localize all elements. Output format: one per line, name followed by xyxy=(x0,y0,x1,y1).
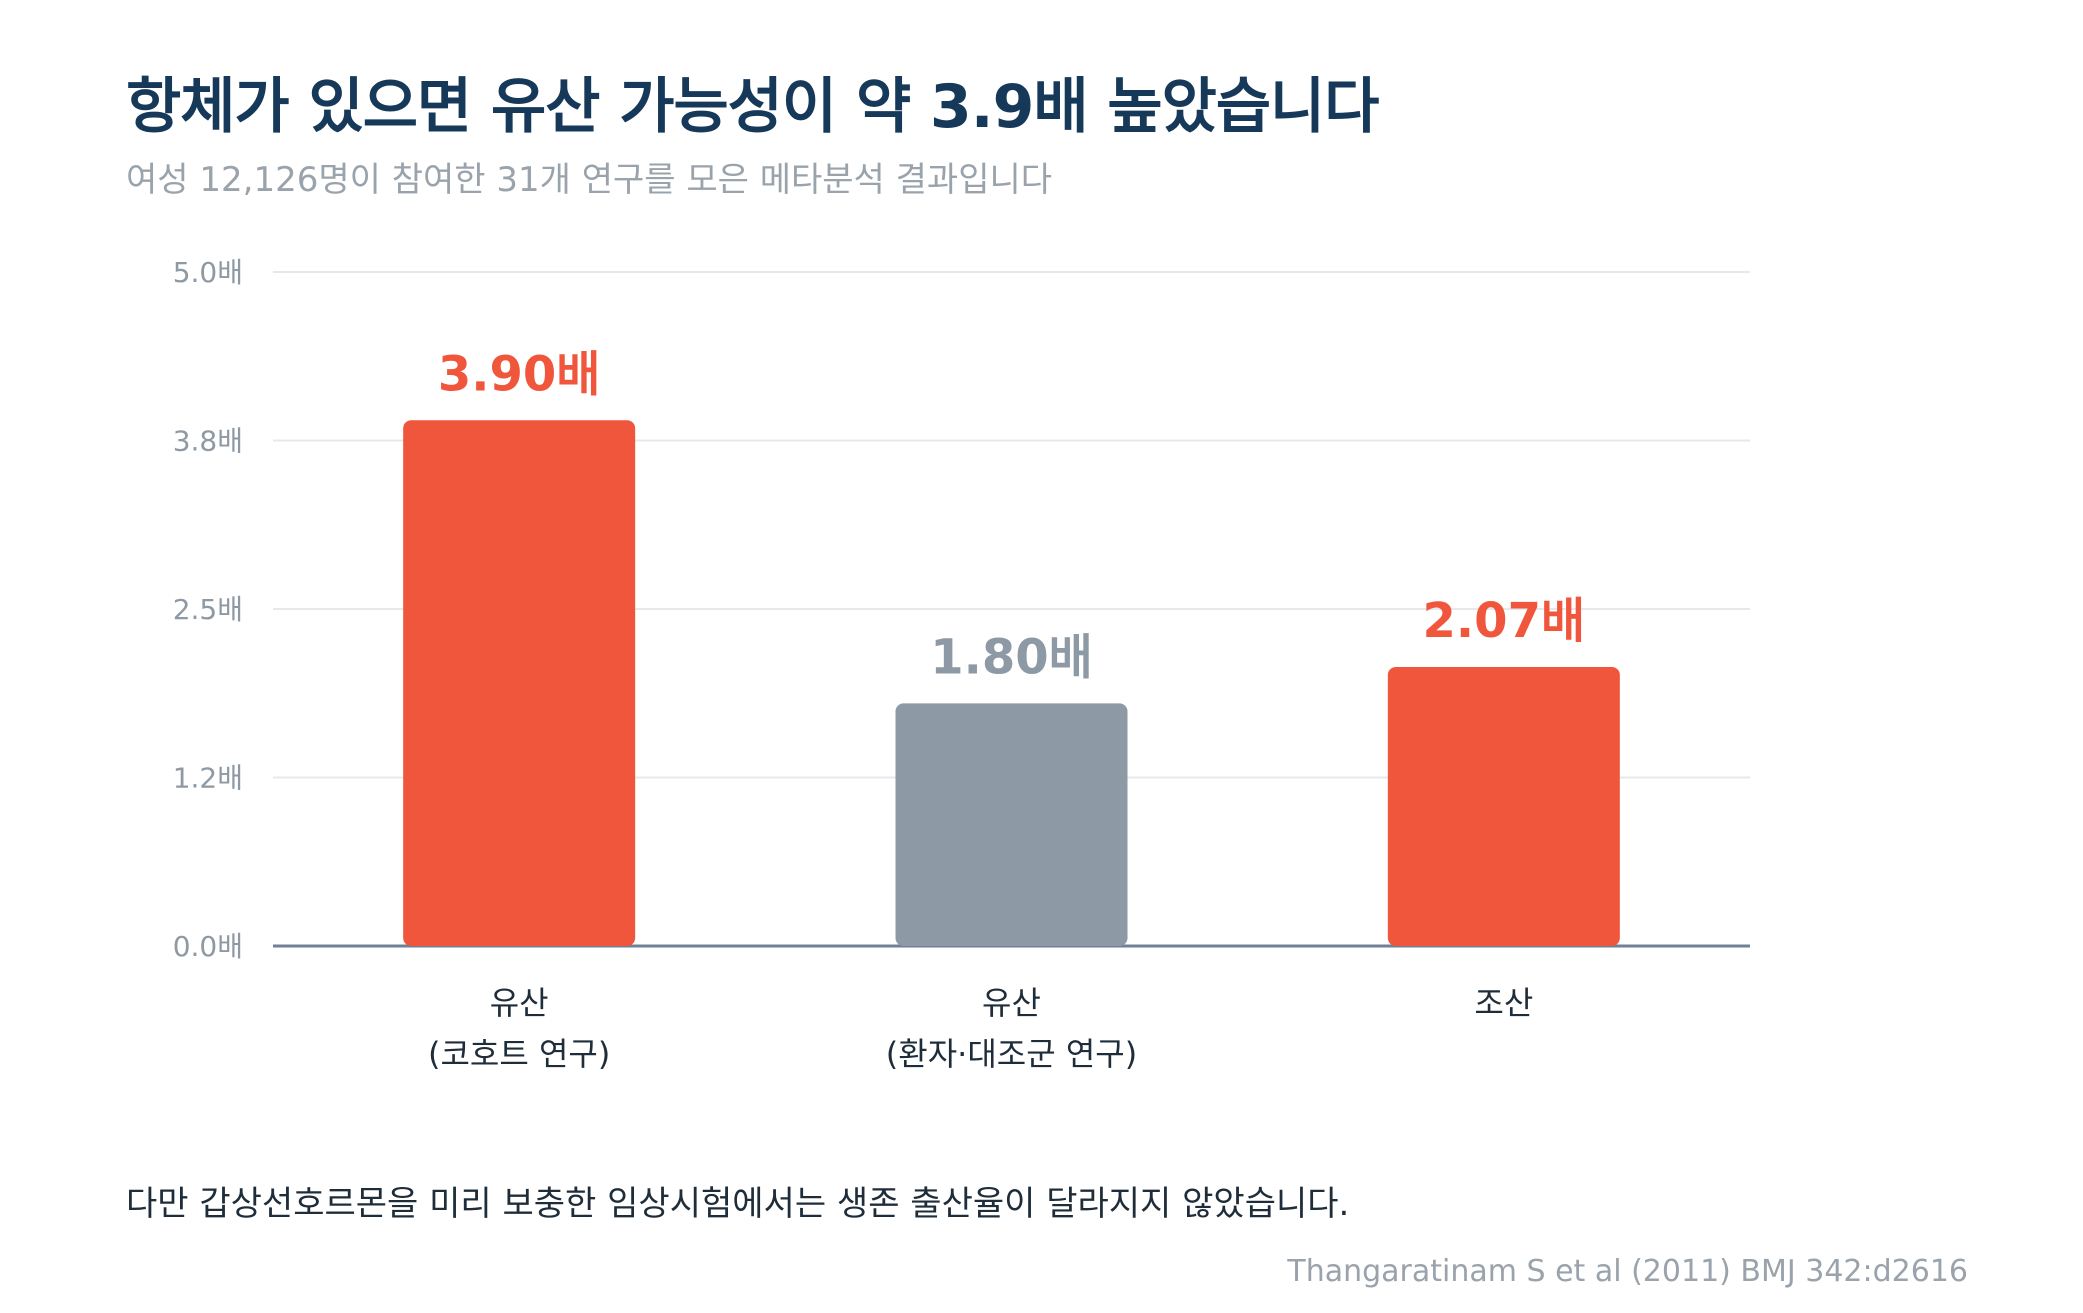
category-label: 유산 xyxy=(490,984,549,1022)
category-label: 유산 xyxy=(982,984,1041,1022)
category-label: (환자·대조군 연구) xyxy=(886,1035,1137,1073)
bar xyxy=(895,703,1128,946)
y-tick-label: 1.2배 xyxy=(173,762,243,795)
chart-title: 항체가 있으면 유산 가능성이 약 3.9배 높았습니다 xyxy=(126,72,1379,142)
y-tick-label: 3.8배 xyxy=(173,425,243,458)
data-label: 3.90배 xyxy=(438,346,601,402)
y-tick-label: 0.0배 xyxy=(173,930,243,963)
chart-subtitle: 여성 12,126명이 참여한 31개 연구를 모은 메타분석 결과입니다 xyxy=(126,160,1053,200)
category-label: 조산 xyxy=(1474,984,1533,1022)
bar xyxy=(403,420,636,946)
y-axis-ticks: 0.0배 1.2배 2.5배 3.8배 5.0배 xyxy=(173,256,243,963)
category-label: (코호트 연구) xyxy=(428,1035,610,1073)
footnote: 다만 갑상선호르몬을 미리 보충한 임상시험에서는 생존 출산율이 달라지지 않… xyxy=(126,1184,1350,1224)
source-citation: Thangaratinam S et al (2011) BMJ 342:d26… xyxy=(1287,1254,1968,1289)
data-label: 2.07배 xyxy=(1423,593,1586,649)
data-labels: 3.90배 1.80배 2.07배 xyxy=(438,346,1585,685)
y-tick-label: 5.0배 xyxy=(173,256,243,289)
category-labels: 유산 (코호트 연구) 유산 (환자·대조군 연구) 조산 xyxy=(428,984,1533,1073)
bar xyxy=(1387,666,1620,946)
bars xyxy=(403,420,1620,946)
y-tick-label: 2.5배 xyxy=(173,593,243,626)
data-label: 1.80배 xyxy=(930,629,1093,685)
